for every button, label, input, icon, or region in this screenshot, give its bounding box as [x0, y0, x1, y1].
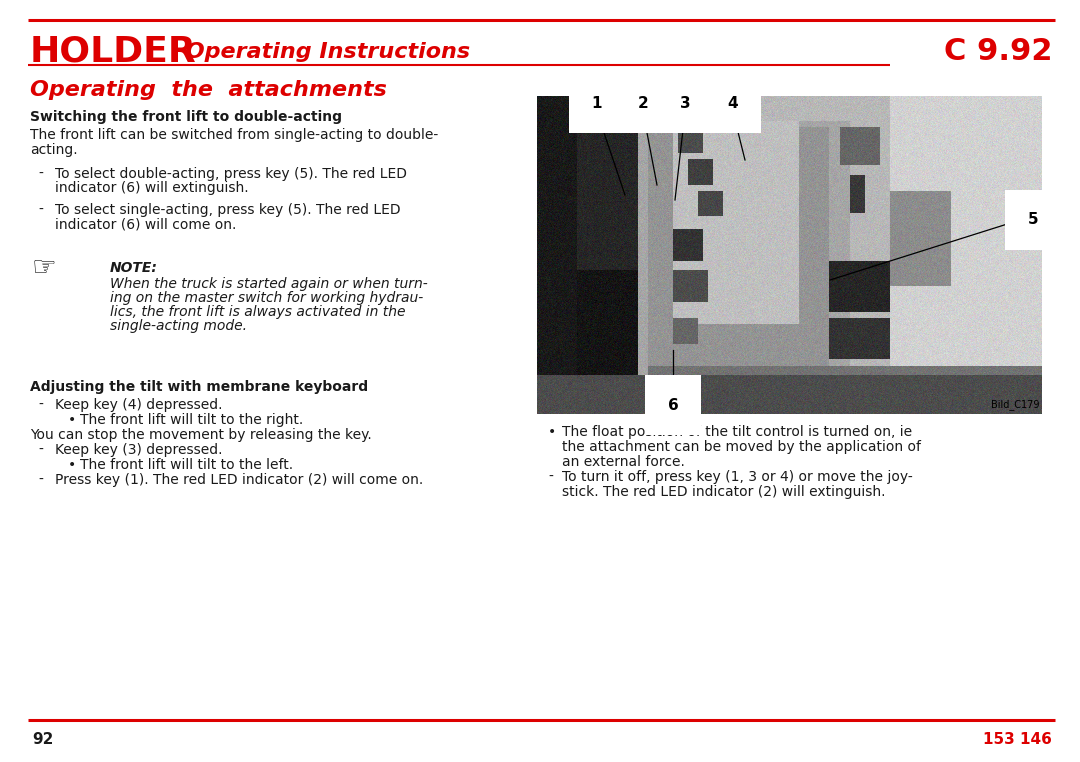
Text: Switching the front lift to double-acting: Switching the front lift to double-actin…: [30, 110, 342, 124]
Text: -: -: [38, 398, 43, 412]
Text: -: -: [38, 443, 43, 457]
Text: The front lift will tilt to the left.: The front lift will tilt to the left.: [80, 458, 293, 472]
Text: Operating  the  attachments: Operating the attachments: [30, 80, 387, 100]
Text: ☞: ☞: [32, 254, 57, 282]
Text: indicator (6) will come on.: indicator (6) will come on.: [55, 217, 237, 231]
Text: lics, the front lift is always activated in the: lics, the front lift is always activated…: [110, 305, 405, 319]
Text: 6: 6: [667, 398, 678, 412]
Text: •: •: [68, 413, 77, 427]
Text: 153 146: 153 146: [983, 732, 1052, 748]
Text: To select single-acting, press key (5). The red LED: To select single-acting, press key (5). …: [55, 203, 401, 217]
Text: Operating Instructions: Operating Instructions: [178, 42, 470, 62]
Text: 2: 2: [637, 95, 648, 110]
Text: -: -: [548, 470, 553, 484]
Text: The front lift will tilt to the right.: The front lift will tilt to the right.: [80, 413, 303, 427]
Text: Keep key (4) depressed.: Keep key (4) depressed.: [55, 398, 222, 412]
Text: indicator (6) will extinguish.: indicator (6) will extinguish.: [55, 181, 248, 195]
Text: Adjusting the tilt with membrane keyboard: Adjusting the tilt with membrane keyboar…: [30, 380, 368, 394]
Text: When the truck is started again or when turn-: When the truck is started again or when …: [110, 277, 428, 291]
Text: •: •: [548, 425, 556, 439]
Text: To select double-acting, press key (5). The red LED: To select double-acting, press key (5). …: [55, 167, 407, 181]
Text: ing on the master switch for working hydrau-: ing on the master switch for working hyd…: [110, 291, 423, 305]
Text: To turn it off, press key (1, 3 or 4) or move the joy-: To turn it off, press key (1, 3 or 4) or…: [562, 470, 913, 484]
Text: Keep key (3) depressed.: Keep key (3) depressed.: [55, 443, 222, 457]
Text: •: •: [68, 458, 77, 472]
Text: -: -: [38, 203, 43, 217]
Text: -: -: [38, 473, 43, 487]
Text: single-acting mode.: single-acting mode.: [110, 319, 247, 333]
Text: stick. The red LED indicator (2) will extinguish.: stick. The red LED indicator (2) will ex…: [562, 485, 886, 499]
Text: 3: 3: [679, 95, 690, 110]
Text: acting.: acting.: [30, 143, 78, 157]
Text: The front lift can be switched from single-acting to double-: The front lift can be switched from sing…: [30, 128, 438, 142]
Text: 1: 1: [592, 95, 603, 110]
Text: 92: 92: [32, 732, 53, 748]
Text: NOTE:: NOTE:: [110, 261, 158, 275]
Text: HOLDER: HOLDER: [30, 35, 197, 69]
Text: the attachment can be moved by the application of: the attachment can be moved by the appli…: [562, 440, 921, 454]
Text: Press key (1). The red LED indicator (2) will come on.: Press key (1). The red LED indicator (2)…: [55, 473, 423, 487]
Text: Bild_C179: Bild_C179: [991, 399, 1040, 410]
Text: You can stop the movement by releasing the key.: You can stop the movement by releasing t…: [30, 428, 372, 442]
Text: C 9.92: C 9.92: [944, 37, 1052, 66]
Text: -: -: [38, 167, 43, 181]
Text: 4: 4: [728, 95, 739, 110]
Text: 5: 5: [1028, 213, 1038, 228]
Text: The float position of the tilt control is turned on, ie: The float position of the tilt control i…: [562, 425, 913, 439]
Text: an external force.: an external force.: [562, 455, 685, 469]
